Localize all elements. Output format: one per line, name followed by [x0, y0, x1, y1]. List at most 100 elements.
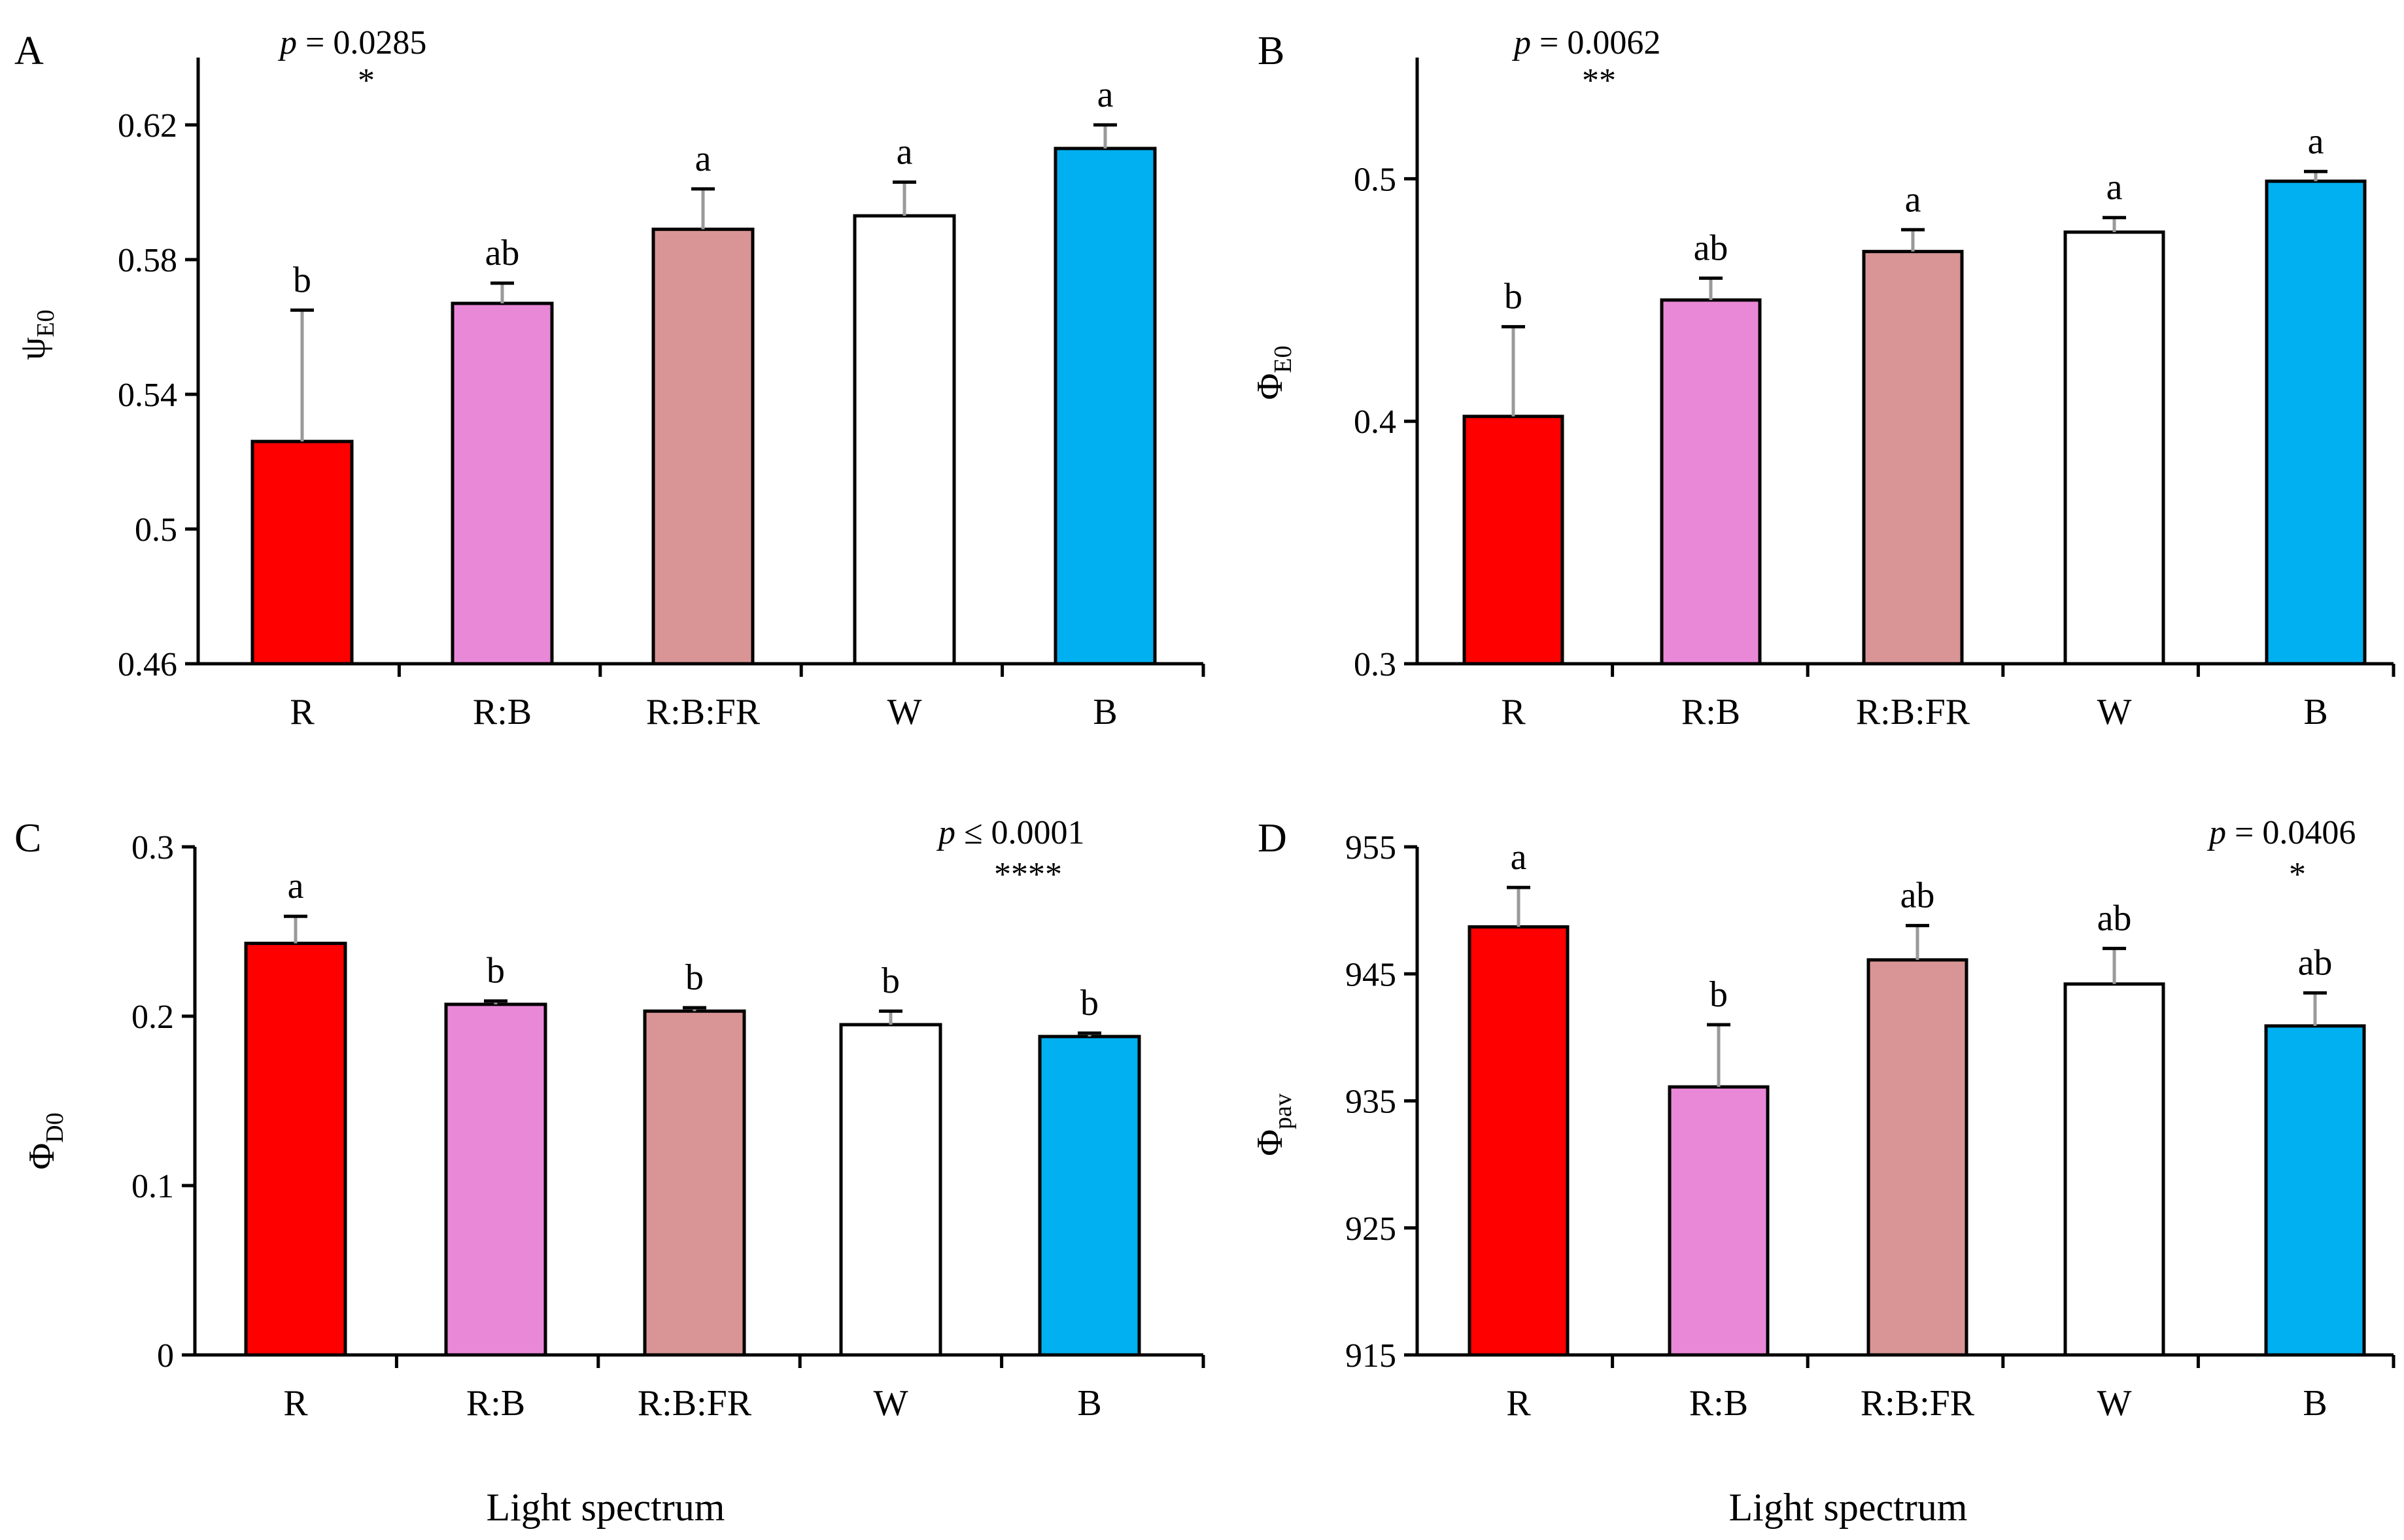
panel-c-category-label-3: R:B:FR: [638, 1383, 752, 1424]
panel-c-bar-2: [444, 1002, 547, 1357]
panel-c-letter-2: b: [487, 951, 505, 991]
panel-a-p-symbol: p: [277, 24, 297, 61]
panel-d-letter-5: ab: [2298, 942, 2333, 983]
panel-a-y-label-main: ψ: [12, 337, 53, 360]
panel-a-letter-3: a: [695, 139, 712, 179]
panel-c-label: C: [14, 816, 41, 861]
panel-b-p-symbol: p: [1511, 24, 1531, 61]
panel-d-bar-4: [2063, 982, 2165, 1357]
panel-d-letter-2: b: [1709, 974, 1728, 1015]
panel-a-y-tick-label: 0.46: [118, 646, 177, 683]
panel-a-letter-5: a: [1097, 75, 1114, 115]
panel-b-category-label-2: R:B: [1681, 692, 1740, 732]
panel-a-letter-1: b: [293, 260, 311, 300]
panel-c-bar-1: [244, 942, 347, 1357]
panel-c-y-tick-label: 0.1: [131, 1168, 174, 1205]
panel-c-category-label-2: R:B: [466, 1383, 525, 1424]
panel-b-bar-2: [1660, 298, 1762, 666]
panel-a-y-label-sub: E0: [32, 309, 60, 337]
panel-c-y-label-main: Φ: [22, 1143, 62, 1170]
panel-b-category-label-4: W: [2097, 692, 2132, 732]
panel-b-letter-2: ab: [1694, 228, 1728, 268]
panel-d-category-label-4: W: [2097, 1383, 2132, 1424]
panel-d-p-value: p = 0.0406: [2207, 814, 2356, 851]
panel-c: C p ≤ 0.0001 **** ΦD0 0 0.1 0.2 0.3 a Rb R:B b R…: [14, 814, 1205, 1424]
panel-d-p-text: = 0.0406: [2226, 814, 2356, 851]
panel-c-y-tick-label: 0.2: [131, 999, 174, 1036]
panel-a-bar-1: [250, 439, 354, 666]
panel-c-bar-3: [643, 1009, 746, 1357]
panel-a-bar-3: [651, 228, 755, 666]
panel-d-bar-1: [1468, 925, 1570, 1357]
panel-b-category-label-1: R: [1501, 692, 1526, 732]
panel-b-y-tick-label: 0.3: [1354, 646, 1396, 683]
panel-c-letter-3: b: [685, 957, 704, 998]
panel-b-bar-1: [1462, 415, 1564, 666]
panel-c-bar-5: [1038, 1035, 1141, 1357]
panel-d-bar-5: [2264, 1024, 2366, 1357]
panel-a-bar-5: [1054, 146, 1157, 666]
panel-c-y-label-sub: D0: [41, 1112, 69, 1142]
panel-d-significance: *: [2289, 856, 2306, 893]
panel-d-letter-3: ab: [1900, 875, 1935, 915]
panel-d-y-label-sub: pav: [1269, 1093, 1297, 1129]
panel-b-y-label-sub: E0: [1269, 345, 1297, 373]
panel-b-letter-1: b: [1504, 277, 1522, 317]
panel-a-category-label-5: B: [1093, 692, 1117, 732]
panel-c-significance: ****: [994, 856, 1062, 893]
panel-d-p-symbol: p: [2207, 814, 2226, 851]
panel-c-y-tick-label: 0: [157, 1337, 174, 1375]
panel-b-bar-3: [1862, 250, 1964, 666]
panel-a-y-tick-label: 0.54: [118, 377, 177, 414]
panel-c-p-symbol: p: [936, 814, 955, 851]
x-axis-title-left: Light spectrum: [487, 1486, 725, 1529]
panel-a-y-label: ψE0: [12, 309, 60, 360]
panel-d-bar-3: [1866, 958, 1968, 1357]
panel-a-bar-2: [451, 301, 554, 666]
panel-b-y-label-main: Φ: [1250, 373, 1290, 400]
panel-b-category-label-3: R:B:FR: [1856, 692, 1970, 732]
panel-d-category-label-2: R:B: [1689, 1383, 1748, 1424]
panel-c-y-label: ΦD0: [22, 1112, 69, 1169]
panel-d-category-label-1: R: [1506, 1383, 1531, 1424]
panel-a: A p = 0.0285 * ψE0 0.46 0.5 0.54 0.58 0.62 b R…: [12, 24, 1205, 732]
panel-c-letter-5: b: [1080, 983, 1099, 1023]
panel-b-y-tick-label: 0.4: [1354, 403, 1396, 441]
panel-b-letter-4: a: [2106, 167, 2123, 208]
panel-b-category-label-5: B: [2303, 692, 2327, 732]
panel-c-letter-1: a: [288, 866, 304, 906]
panel-b-p-text: = 0.0062: [1531, 24, 1660, 61]
panel-a-category-label-3: R:B:FR: [646, 692, 761, 732]
panel-c-category-label-1: R: [283, 1383, 308, 1424]
panel-a-label: A: [14, 29, 44, 73]
panel-b-bar-4: [2063, 230, 2165, 666]
panel-a-category-label-1: R: [290, 692, 315, 732]
panel-d-y-tick-label: 915: [1345, 1337, 1396, 1375]
panel-b-label: B: [1258, 29, 1284, 73]
panel-d-category-label-5: B: [2303, 1383, 2327, 1424]
panel-a-y-tick-label: 0.58: [118, 242, 177, 279]
panel-a-category-label-4: W: [887, 692, 922, 732]
x-axis-title-right: Light spectrum: [1729, 1486, 1968, 1529]
panel-b-y-tick-label: 0.5: [1354, 161, 1396, 198]
panel-a-p-text: = 0.0285: [297, 24, 426, 61]
panel-d-y-label: Φpav: [1250, 1093, 1297, 1156]
panel-c-y-tick-label: 0.3: [131, 829, 174, 866]
panel-a-p-value: p = 0.0285: [277, 24, 426, 61]
panel-c-letter-4: b: [882, 961, 900, 1001]
panel-d-label: D: [1258, 816, 1287, 861]
panel-d-bar-2: [1668, 1085, 1770, 1357]
panel-d-y-label-main: Φ: [1250, 1129, 1290, 1156]
panel-c-category-label-4: W: [874, 1383, 908, 1424]
panel-b-significance: **: [1582, 62, 1616, 99]
panel-d: D p = 0.0406 * Φpav 915 925 935 945 955 a Rb R:…: [1250, 814, 2395, 1424]
panel-b-y-label: ΦE0: [1250, 345, 1297, 400]
panel-d-category-label-3: R:B:FR: [1861, 1383, 1975, 1424]
panel-d-y-tick-label: 955: [1345, 829, 1396, 866]
panel-d-y-tick-label: 925: [1345, 1210, 1396, 1248]
panel-d-letter-1: a: [1511, 837, 1527, 878]
panel-a-significance: *: [358, 62, 375, 99]
panel-c-category-label-5: B: [1077, 1383, 1101, 1424]
panel-b-bar-5: [2265, 179, 2367, 666]
panel-d-y-tick-label: 945: [1345, 956, 1396, 993]
